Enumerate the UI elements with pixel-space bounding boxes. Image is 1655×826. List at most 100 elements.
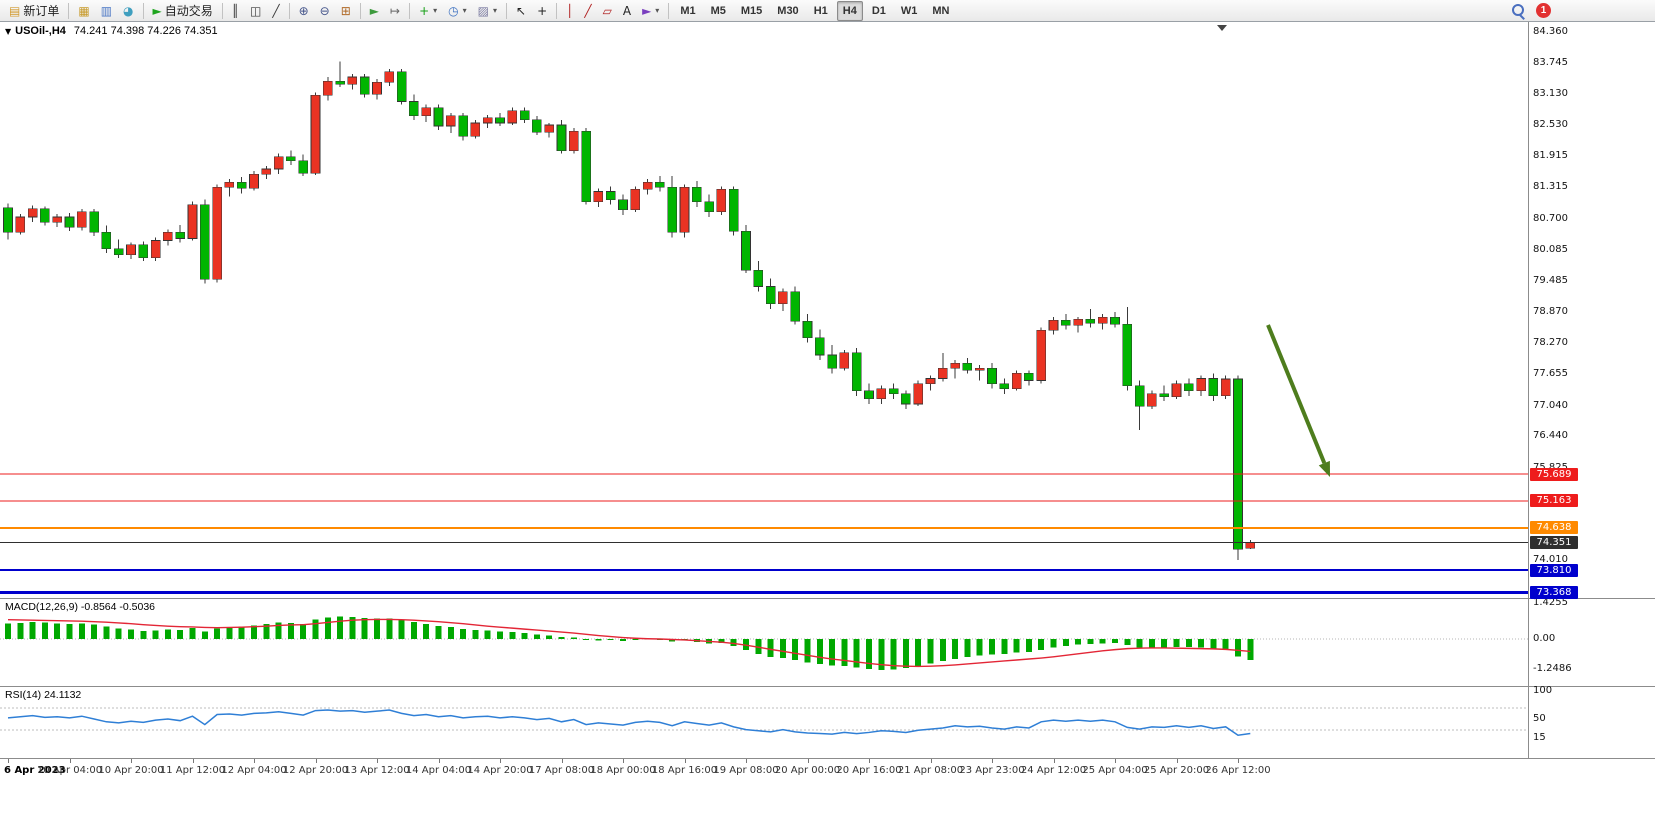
macd-axis-label: -1.2486 <box>1533 663 1572 675</box>
chevron-down-icon: ▾ <box>655 6 660 15</box>
timeframe-M1[interactable]: M1 <box>680 4 696 17</box>
price-tag-75.163[interactable]: 75.163 <box>1530 494 1578 508</box>
template-icon: ▨ <box>477 3 489 18</box>
autotrading-icon: ► <box>152 3 162 18</box>
macd-axis-label: 0.00 <box>1533 632 1556 644</box>
vertical-line-button[interactable]: │ <box>561 1 578 21</box>
macd-pane[interactable]: MACD(12,26,9) -0.8564 -0.5036 <box>0 598 1655 686</box>
price-scale[interactable]: 84.360 83.745 83.130 82.530 81.915 81.315 80.7… <box>1528 22 1655 759</box>
time-tick <box>992 759 993 763</box>
periods-button[interactable]: ◷ ▾ <box>443 1 472 21</box>
price-tag-75.689[interactable]: 75.689 <box>1530 467 1578 481</box>
toolbar-separator <box>221 2 223 19</box>
time-axis-label: 20 Apr 16:00 <box>836 765 902 776</box>
autotrading-button[interactable]: ► 自动交易 <box>148 1 218 21</box>
timeframe-H4[interactable]: H4 <box>836 0 863 21</box>
clock-icon: ◷ <box>448 3 459 18</box>
rsi-label: RSI(14) 24.1132 <box>5 689 82 701</box>
zoom-in-button[interactable]: ⊕ <box>294 1 314 21</box>
price-tag-73.368[interactable]: 73.368 <box>1530 586 1578 600</box>
time-tick <box>1238 759 1239 763</box>
timeframe-M15[interactable]: M15 <box>740 4 763 17</box>
price-tag-74.638[interactable]: 74.638 <box>1530 521 1578 535</box>
trend-arrow-annotation[interactable] <box>1266 324 1330 477</box>
arrow-objects-icon: ► <box>642 3 652 18</box>
toolbar-separator <box>142 2 144 19</box>
market-watch-button[interactable]: ▥ <box>96 1 117 21</box>
notification-badge[interactable]: 1 <box>1536 3 1551 18</box>
price-tag-74.351[interactable]: 74.351 <box>1530 535 1578 549</box>
price-axis-label: 78.870 <box>1533 306 1568 318</box>
rsi-pane[interactable]: RSI(14) 24.1132 <box>0 686 1655 758</box>
time-tick <box>561 759 563 763</box>
chart-shift-button[interactable]: ↦ <box>385 1 405 21</box>
toolbar-separator <box>359 2 361 19</box>
bar-chart-button[interactable]: ║ <box>227 1 244 21</box>
main-chart-pane[interactable]: ▼ USOil-,H4 74.241 74.398 74.226 74.351 <box>0 22 1655 598</box>
timeframe-MN[interactable]: MN <box>932 4 950 17</box>
time-tick <box>1176 759 1178 763</box>
chart-menu-icon[interactable]: ▼ <box>5 27 12 36</box>
line-chart-button[interactable]: ╱ <box>267 1 284 21</box>
indicators-button[interactable]: + ▾ <box>414 1 442 21</box>
toolbar-items: ▤ 新订单 ▦ ▥ ◕ ► 自动交易 ║ ◫ ╱ ⊕ ⊖ ⊞ ► ↦ + ▾ ◷ ▾ ▨ ▾ ↖ + │ ╱ ▱ A ► ▾ M1 M5 M1… <box>4 0 956 21</box>
price-tag-73.810[interactable]: 73.810 <box>1530 563 1578 577</box>
market-watch-icon: ▥ <box>100 3 113 18</box>
time-axis-label: 24 Apr 12:00 <box>1020 765 1087 776</box>
auto-scroll-button[interactable]: ► <box>365 1 384 21</box>
timeframe-W1[interactable]: W1 <box>900 4 918 17</box>
time-axis-label: 26 Apr 12:00 <box>1205 765 1271 776</box>
time-tick <box>869 759 870 763</box>
cursor-button[interactable]: ↖ <box>511 1 531 21</box>
auto-scroll-icon: ► <box>369 3 380 18</box>
time-axis-label: 6 Apr 2023 <box>4 765 66 776</box>
chart-window: ▼ USOil-,H4 74.241 74.398 74.226 74.351 MA… <box>0 22 1655 826</box>
time-tick <box>377 759 378 763</box>
timeframe-M5[interactable]: M5 <box>710 4 726 17</box>
tile-windows-button[interactable]: ⊞ <box>336 1 356 21</box>
time-axis-label: 14 Apr 04:00 <box>405 765 472 776</box>
text-button[interactable]: A <box>618 1 636 21</box>
time-axis-label: 23 Apr 23:00 <box>959 765 1025 776</box>
zoom-out-button[interactable]: ⊖ <box>315 1 335 21</box>
timeframe-H1[interactable]: H1 <box>813 4 828 17</box>
price-axis-label: 81.915 <box>1533 150 1568 162</box>
charts-button[interactable]: ▦ <box>73 1 94 21</box>
timeframe-D1[interactable]: D1 <box>871 4 886 17</box>
chart-window-icon: ▦ <box>78 3 90 18</box>
price-axis-label: 78.270 <box>1533 336 1568 348</box>
chart-shift-marker-icon[interactable] <box>1217 25 1227 31</box>
price-axis-label: 82.530 <box>1533 119 1568 130</box>
macd-axis-label: 1.4255 <box>1533 597 1568 609</box>
time-axis-label: 25 Apr 04:00 <box>1082 765 1148 776</box>
time-tick <box>746 759 747 763</box>
vertical-line-icon: │ <box>566 3 574 18</box>
search-icon[interactable] <box>1511 3 1526 18</box>
crosshair-button[interactable]: + <box>532 1 552 21</box>
chevron-down-icon: ▾ <box>493 6 498 15</box>
price-axis-label: 76.440 <box>1533 430 1568 442</box>
price-axis-label: 84.360 <box>1533 25 1568 37</box>
templates-button[interactable]: ▨ ▾ <box>473 1 502 21</box>
time-axis-label: 13 Apr 12:00 <box>344 765 410 776</box>
candlestick-chart-button[interactable]: ◫ <box>245 1 266 21</box>
price-axis-label: 80.700 <box>1533 212 1568 224</box>
macd-svg[interactable] <box>0 599 1528 686</box>
line-chart-icon: ╱ <box>272 3 280 18</box>
channel-button[interactable]: ▱ <box>598 1 617 21</box>
new-order-icon: ▤ <box>9 3 21 18</box>
trendline-button[interactable]: ╱ <box>579 1 596 21</box>
price-axis-label: 83.130 <box>1533 88 1568 100</box>
time-axis[interactable]: 6 Apr 2023 10 Apr 04:00 10 Apr 20:00 11 Apr… <box>0 758 1655 785</box>
candles-series <box>3 61 1256 560</box>
chart-title-row: ▼ USOil-,H4 74.241 74.398 74.226 74.351 <box>5 25 218 37</box>
rsi-svg[interactable] <box>0 687 1528 758</box>
timeframe-M30[interactable]: M30 <box>777 4 799 17</box>
time-tick <box>623 759 624 763</box>
toolbar-separator <box>668 2 670 19</box>
terminal-button[interactable]: ◕ <box>118 1 138 21</box>
arrows-button[interactable]: ► ▾ <box>637 1 664 21</box>
price-chart-svg[interactable] <box>0 22 1528 598</box>
new-order-button[interactable]: ▤ 新订单 <box>4 1 64 21</box>
time-tick <box>254 759 255 763</box>
